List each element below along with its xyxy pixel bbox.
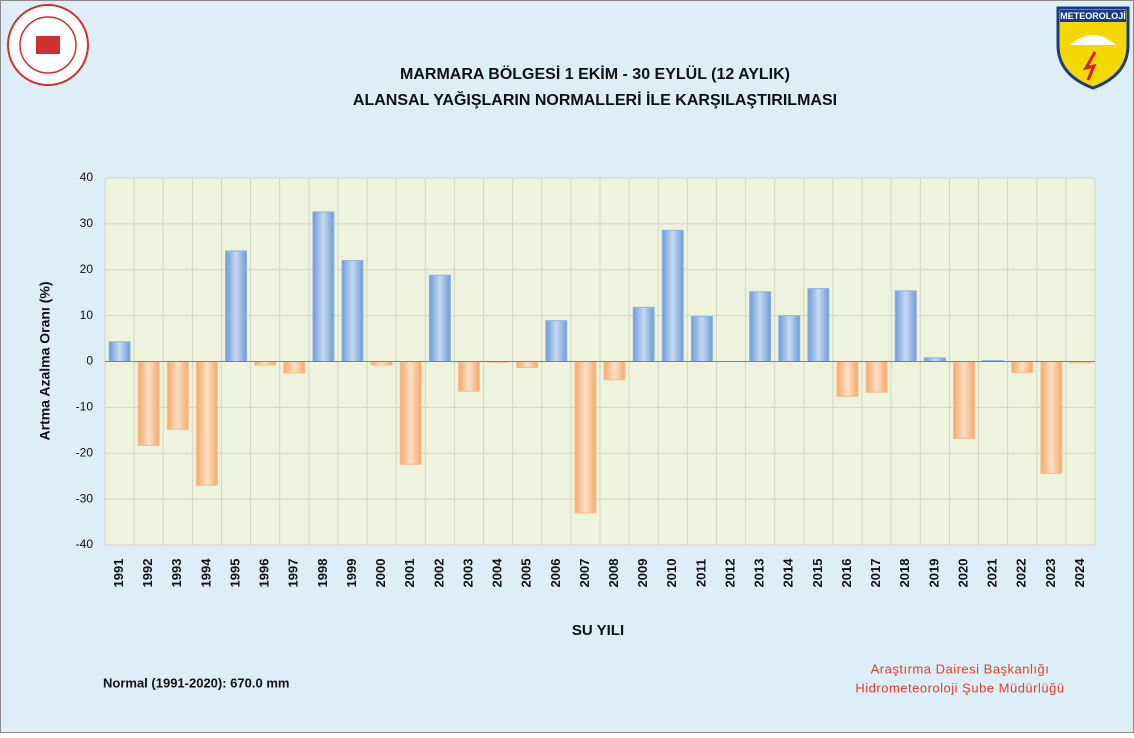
bar <box>923 357 946 362</box>
x-tick-label: 2012 <box>722 559 737 588</box>
x-tick-label: 2004 <box>490 558 505 588</box>
bar <box>545 320 568 363</box>
x-tick-label: 2006 <box>548 559 563 588</box>
x-tick-label: 1998 <box>315 559 330 588</box>
bar <box>836 361 859 397</box>
bar <box>865 361 888 393</box>
logo: METEOROLOJİ <box>1056 6 1130 90</box>
y-axis-label: Artma Azalma Oranı (%) <box>37 282 53 441</box>
bar <box>283 361 306 374</box>
x-tick-label: 2016 <box>839 559 854 588</box>
chart-title: MARMARA BÖLGESİ 1 EKİM - 30 EYLÜL (12 AY… <box>400 64 790 83</box>
bar <box>370 361 393 366</box>
x-tick-label: 1991 <box>111 559 126 588</box>
bar <box>225 250 248 362</box>
x-tick-label: 2017 <box>868 559 883 588</box>
bar <box>807 288 830 362</box>
bar <box>603 361 626 381</box>
x-tick-label: 2005 <box>519 559 534 588</box>
bar <box>952 361 975 440</box>
bar <box>749 291 772 362</box>
bar <box>457 361 480 392</box>
bar <box>108 341 131 362</box>
emblem <box>7 4 89 86</box>
x-tick-label: 2011 <box>693 559 708 587</box>
x-tick-label: 1994 <box>198 558 213 588</box>
x-tick-label: 2014 <box>781 558 796 588</box>
bar <box>661 229 684 362</box>
bar <box>137 361 160 446</box>
x-tick-label: 2003 <box>460 559 475 588</box>
chart-title: ALANSAL YAĞIŞLARIN NORMALLERİ İLE KARŞIL… <box>353 90 837 109</box>
y-tick-label: -40 <box>76 537 94 551</box>
x-tick-label: 2007 <box>577 559 592 588</box>
bar <box>574 361 597 514</box>
bar <box>516 361 539 368</box>
y-tick-label: 30 <box>80 216 94 230</box>
x-tick-label: 2019 <box>926 559 941 588</box>
bar <box>778 315 801 362</box>
y-tick-label: 20 <box>80 262 94 276</box>
x-tick-label: 1995 <box>227 559 242 588</box>
x-tick-label: 1996 <box>257 559 272 588</box>
y-tick-label: 10 <box>80 308 94 322</box>
x-tick-label: 2010 <box>664 559 679 588</box>
bar <box>254 361 277 366</box>
credit: Hidrometeoroloji Şube Müdürlüğü <box>855 680 1064 695</box>
x-tick-label: 2024 <box>1072 558 1087 588</box>
y-tick-label: -30 <box>76 491 94 505</box>
logo-text: METEOROLOJİ <box>1060 11 1126 21</box>
bar <box>195 361 218 486</box>
note: Normal (1991-2020): 670.0 mm <box>103 675 289 690</box>
bar <box>312 211 335 362</box>
x-tick-label: 2008 <box>606 559 621 588</box>
bar <box>1011 361 1034 374</box>
x-tick-label: 2013 <box>752 559 767 588</box>
x-tick-label: 1997 <box>286 559 301 588</box>
y-tick-label: 0 <box>86 354 93 368</box>
bar <box>399 361 422 465</box>
x-tick-label: 2018 <box>897 559 912 588</box>
bar <box>632 306 655 362</box>
bar <box>428 274 451 363</box>
y-tick-label: -10 <box>76 400 94 414</box>
y-tick-label: -20 <box>76 445 94 459</box>
x-tick-label: 2001 <box>402 559 417 588</box>
x-tick-label: 1993 <box>169 559 184 588</box>
x-tick-label: 2020 <box>955 559 970 588</box>
y-tick-label: 40 <box>80 170 94 184</box>
x-tick-label: 2000 <box>373 559 388 588</box>
x-tick-label: 1999 <box>344 559 359 588</box>
x-axis-label: SU YILI <box>572 622 624 639</box>
x-tick-label: 2002 <box>431 559 446 588</box>
x-tick-label: 2009 <box>635 559 650 588</box>
x-tick-label: 2015 <box>810 559 825 588</box>
x-tick-label: 2022 <box>1014 559 1029 588</box>
bar <box>1040 361 1063 474</box>
x-tick-label: 2021 <box>985 559 1000 588</box>
bar <box>341 260 364 363</box>
bar <box>166 361 189 430</box>
x-tick-label: 2023 <box>1043 559 1058 588</box>
bar <box>690 316 713 363</box>
bar <box>894 290 917 363</box>
x-tick-label: 1992 <box>140 559 155 588</box>
credit: Araştırma Dairesi Başkanlığı <box>871 661 1050 676</box>
